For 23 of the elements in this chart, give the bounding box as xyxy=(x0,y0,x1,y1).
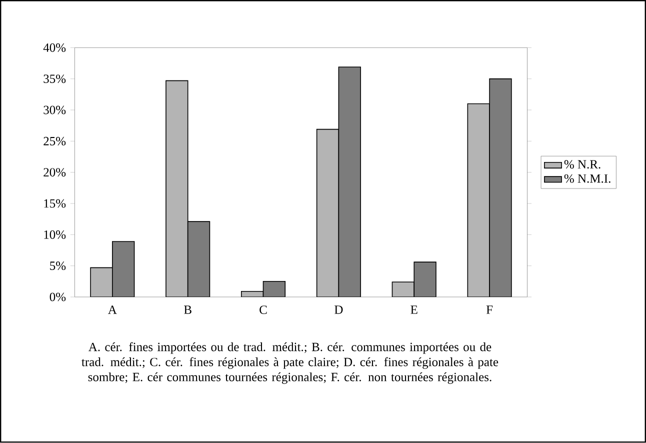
legend-label: % N.R. xyxy=(564,160,600,169)
x-tick-label: B xyxy=(184,306,192,314)
y-tick-label: 0% xyxy=(50,292,66,302)
bar xyxy=(392,282,415,298)
x-tick-label: E xyxy=(410,306,418,314)
y-tick-label: 15% xyxy=(44,199,66,208)
x-tick-label: F xyxy=(486,306,493,314)
legend-label: % N.M.I. xyxy=(564,174,610,183)
x-tick-label: D xyxy=(334,306,343,314)
y-tick-label: 10% xyxy=(44,230,66,240)
y-tick-label: 40% xyxy=(43,44,66,52)
bar xyxy=(90,267,113,298)
x-tick-label: C xyxy=(260,306,267,314)
y-tick-label: 20% xyxy=(44,168,66,177)
y-tick-label: 5% xyxy=(50,262,66,270)
bar xyxy=(166,80,188,298)
x-tick-label: A xyxy=(108,306,117,314)
y-tick-label: 30% xyxy=(44,106,66,114)
y-tick-label: 35% xyxy=(44,74,66,84)
bar xyxy=(467,103,490,298)
bar xyxy=(316,129,340,298)
y-tick-label: 25% xyxy=(44,137,66,146)
text: A. cér. fines importées ou de trad. médit.; B. cér. communes importées ou de trad. médit.; C. cér. fines régionales à pate claire; D. cér. fines régionales à pate sombre; E. cér communes tournées régionales; F. cér. non tournées régionales. xyxy=(82,342,498,384)
